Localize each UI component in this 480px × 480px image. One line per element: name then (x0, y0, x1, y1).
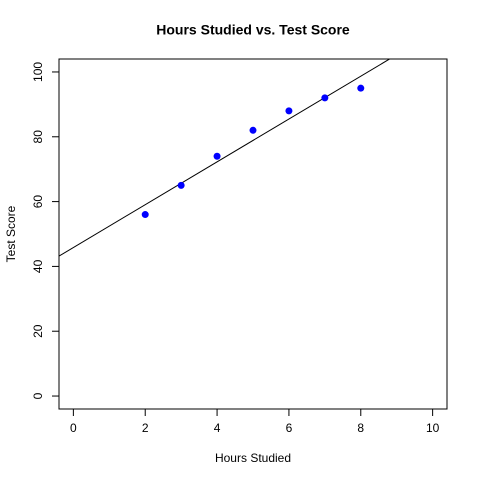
y-axis-label: Test Score (4, 205, 18, 262)
point (285, 107, 293, 115)
y-tick-label: 20 (31, 324, 45, 338)
regression-line (59, 59, 391, 257)
point (357, 84, 365, 92)
point (213, 152, 221, 160)
point (321, 94, 329, 102)
y-tick-label: 0 (31, 392, 45, 399)
y-tick-label: 100 (31, 62, 45, 82)
point (141, 211, 149, 219)
point (177, 181, 185, 189)
chart-title: Hours Studied vs. Test Score (156, 22, 350, 38)
fit-group (59, 59, 391, 257)
x-tick-label: 4 (214, 421, 221, 435)
y-tick-label: 40 (31, 259, 45, 273)
plot-box (58, 58, 448, 410)
x-tick-label: 8 (357, 421, 364, 435)
y-tick-label: 80 (31, 130, 45, 144)
x-axis-label: Hours Studied (215, 451, 291, 465)
x-tick-label: 6 (286, 421, 293, 435)
x-tick-label: 10 (426, 421, 440, 435)
x-tick-label: 0 (70, 421, 77, 435)
y-tick-label: 60 (31, 195, 45, 209)
x-tick-label: 2 (142, 421, 149, 435)
point (249, 126, 257, 134)
